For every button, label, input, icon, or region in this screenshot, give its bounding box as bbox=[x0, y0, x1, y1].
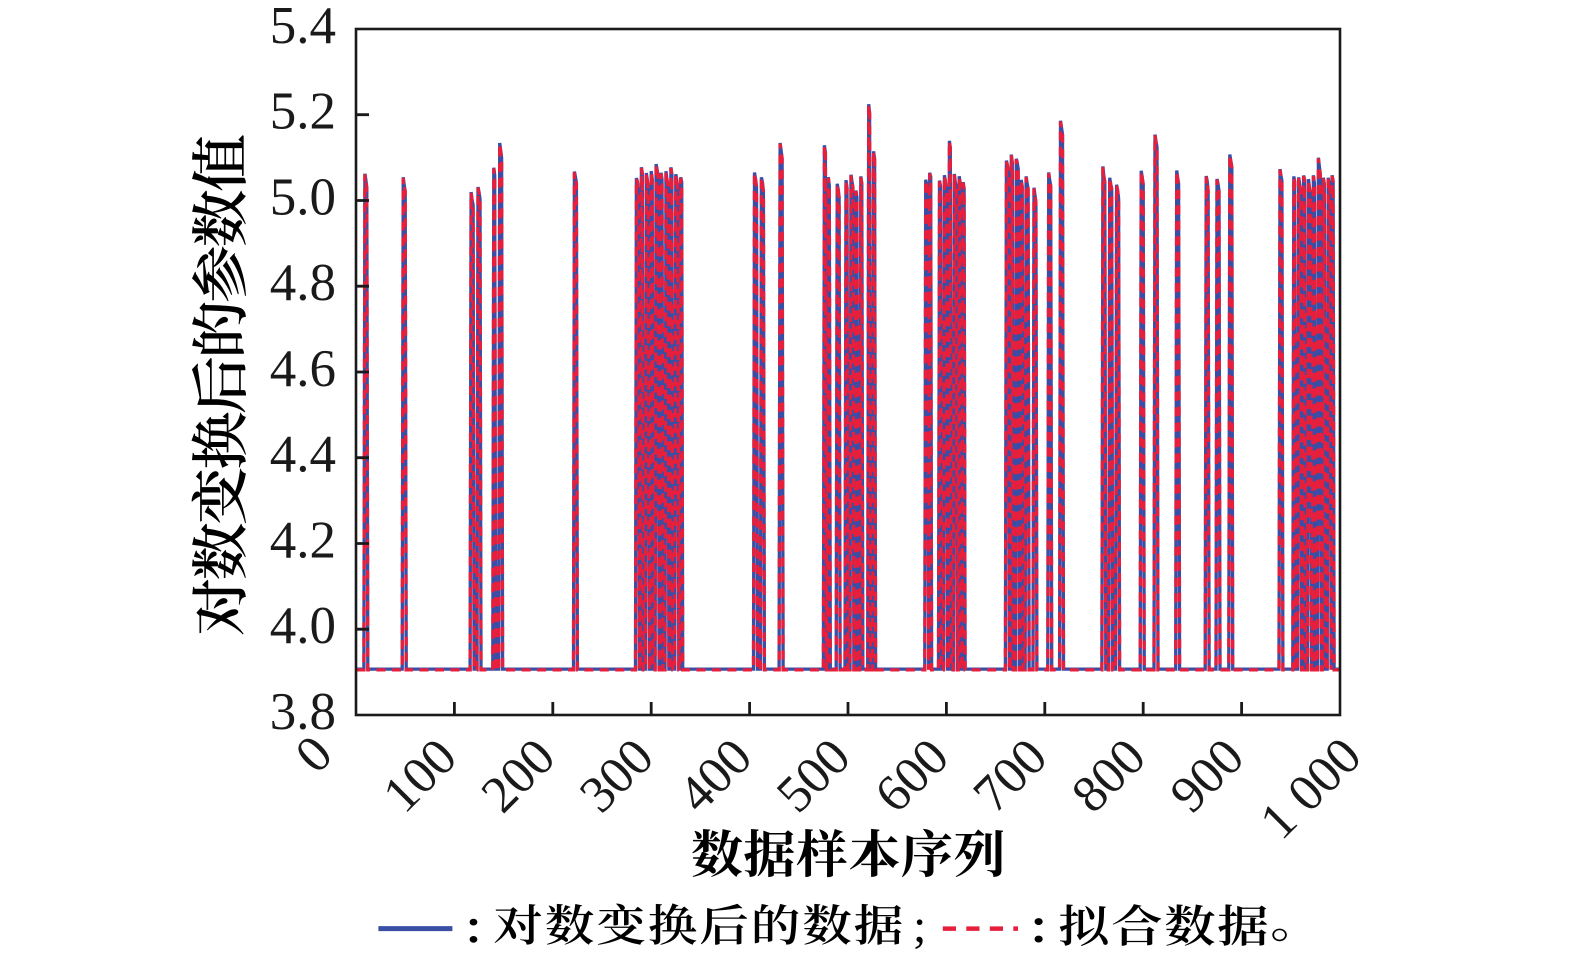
svg-text:4.2: 4.2 bbox=[270, 512, 336, 570]
svg-text:4.6: 4.6 bbox=[270, 340, 336, 398]
svg-text:4.8: 4.8 bbox=[270, 254, 336, 312]
svg-text:5.2: 5.2 bbox=[270, 83, 336, 141]
svg-text:4.4: 4.4 bbox=[270, 426, 336, 484]
svg-text:4.0: 4.0 bbox=[270, 597, 336, 655]
svg-text:;: ; bbox=[913, 900, 926, 953]
svg-text:5.0: 5.0 bbox=[270, 169, 336, 227]
svg-text:5.4: 5.4 bbox=[270, 0, 336, 55]
svg-text:3.8: 3.8 bbox=[270, 683, 336, 741]
